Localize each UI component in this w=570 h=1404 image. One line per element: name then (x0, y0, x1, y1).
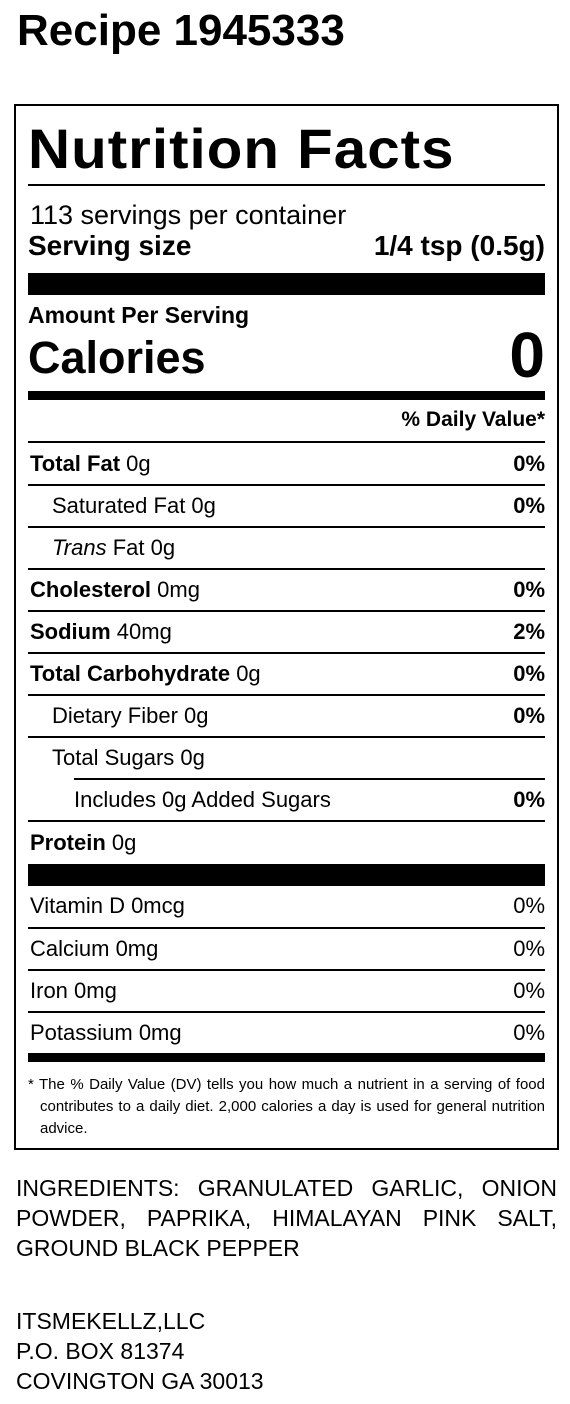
nutrient-amount: 40mg (116, 619, 172, 644)
vitamin-label: Potassium 0mg (30, 1020, 182, 1045)
nutrient-amount: 0g (111, 830, 137, 855)
vitamin-dv: 0% (513, 1020, 545, 1045)
page-title: Recipe 1945333 (17, 6, 345, 55)
nutrient-dv: 0% (513, 661, 545, 686)
nutrient-dv: 0% (513, 703, 545, 728)
nutrient-label-italic: Trans (52, 535, 107, 560)
nutrient-dv: 0% (513, 787, 545, 812)
nutrient-label: Protein (30, 830, 106, 855)
nutrient-row-trans-fat: Trans Fat 0g (28, 527, 545, 569)
serving-size-row: Serving size 1/4 tsp (0.5g) (28, 230, 545, 262)
nutrient-row-total-carbohydrate: Total Carbohydrate 0g 0% (28, 653, 545, 695)
nutrient-dv: 2% (513, 619, 545, 644)
serving-size-label: Serving size (28, 230, 192, 261)
divider (28, 652, 545, 654)
calories-value: 0 (509, 319, 545, 391)
nutrient-label: Includes 0g Added Sugars (74, 787, 331, 812)
nutrient-label: Total Carbohydrate (30, 661, 231, 686)
nutrient-row-total-fat: Total Fat 0g 0% (28, 443, 545, 485)
amount-per-serving: Amount Per Serving (28, 302, 250, 328)
divider (28, 184, 545, 186)
nutrient-row-total-sugars: Total Sugars 0g (28, 737, 545, 779)
nutrient-row-added-sugars: Includes 0g Added Sugars 0% (28, 779, 545, 821)
vitamin-row-calcium: Calcium 0mg 0% (28, 928, 545, 970)
nutrient-row-protein: Protein 0g (28, 822, 545, 864)
vitamin-dv: 0% (513, 936, 545, 961)
divider (28, 1011, 545, 1013)
nutrition-facts-label: Nutrition Facts 113 servings per contain… (14, 104, 559, 1150)
company-address-line-2: COVINGTON GA 30013 (16, 1368, 264, 1394)
calories-label: Calories (28, 332, 206, 383)
vitamin-label: Vitamin D 0mcg (30, 893, 185, 918)
divider (28, 820, 545, 822)
vitamin-dv: 0% (513, 978, 545, 1003)
nutrient-label: Total Sugars 0g (52, 745, 205, 770)
vitamin-label: Iron 0mg (30, 978, 117, 1003)
divider (28, 526, 545, 528)
vitamin-label: Calcium 0mg (30, 936, 159, 961)
vitamin-row-iron: Iron 0mg 0% (28, 970, 545, 1012)
nutrient-label: Saturated Fat 0g (52, 493, 216, 518)
divider (74, 778, 545, 780)
nutrition-facts-title: Nutrition Facts (28, 117, 455, 180)
thick-divider (28, 273, 545, 295)
nutrient-label: Dietary Fiber 0g (52, 703, 209, 728)
company-info: ITSMEKELLZ,LLC P.O. BOX 81374 COVINGTON … (16, 1306, 264, 1396)
company-name: ITSMEKELLZ,LLC (16, 1308, 206, 1334)
medium-divider (28, 1053, 545, 1062)
nutrient-amount: 0g (236, 661, 261, 686)
nutrient-amount: 0g (126, 451, 151, 476)
nutrient-label: Sodium (30, 619, 111, 644)
medium-divider (28, 391, 545, 400)
nutrient-dv: 0% (513, 577, 545, 602)
nutrient-row-cholesterol: Cholesterol 0mg 0% (28, 569, 545, 611)
nutrient-row-saturated-fat: Saturated Fat 0g 0% (28, 485, 545, 527)
divider (28, 694, 545, 696)
company-address-line-1: P.O. BOX 81374 (16, 1338, 185, 1364)
nutrient-amount: 0mg (157, 577, 200, 602)
daily-value-header: % Daily Value* (401, 408, 545, 431)
nutrient-label: Fat 0g (112, 535, 176, 560)
nutrient-dv: 0% (513, 451, 545, 476)
vitamin-row-potassium: Potassium 0mg 0% (28, 1012, 545, 1054)
divider (28, 969, 545, 971)
divider (28, 441, 545, 443)
divider (28, 568, 545, 570)
serving-size-value: 1/4 tsp (0.5g) (373, 230, 545, 261)
vitamin-dv: 0% (513, 893, 545, 918)
servings-per-container: 113 servings per container (30, 200, 347, 230)
thick-divider (28, 864, 545, 886)
nutrient-row-sodium: Sodium 40mg 2% (28, 611, 545, 653)
nutrient-dv: 0% (513, 493, 545, 518)
divider (28, 610, 545, 612)
divider (28, 927, 545, 929)
nutrient-row-dietary-fiber: Dietary Fiber 0g 0% (28, 695, 545, 737)
vitamin-row-vitamin-d: Vitamin D 0mcg 0% (28, 885, 545, 927)
divider (28, 484, 545, 486)
divider (28, 736, 545, 738)
nutrient-label: Cholesterol (30, 577, 152, 602)
daily-value-footnote: * The % Daily Value (DV) tells you how m… (28, 1076, 545, 1137)
ingredients-text: INGREDIENTS: GRANULATED GARLIC, ONION PO… (16, 1175, 557, 1261)
nutrient-label: Total Fat (30, 451, 121, 476)
